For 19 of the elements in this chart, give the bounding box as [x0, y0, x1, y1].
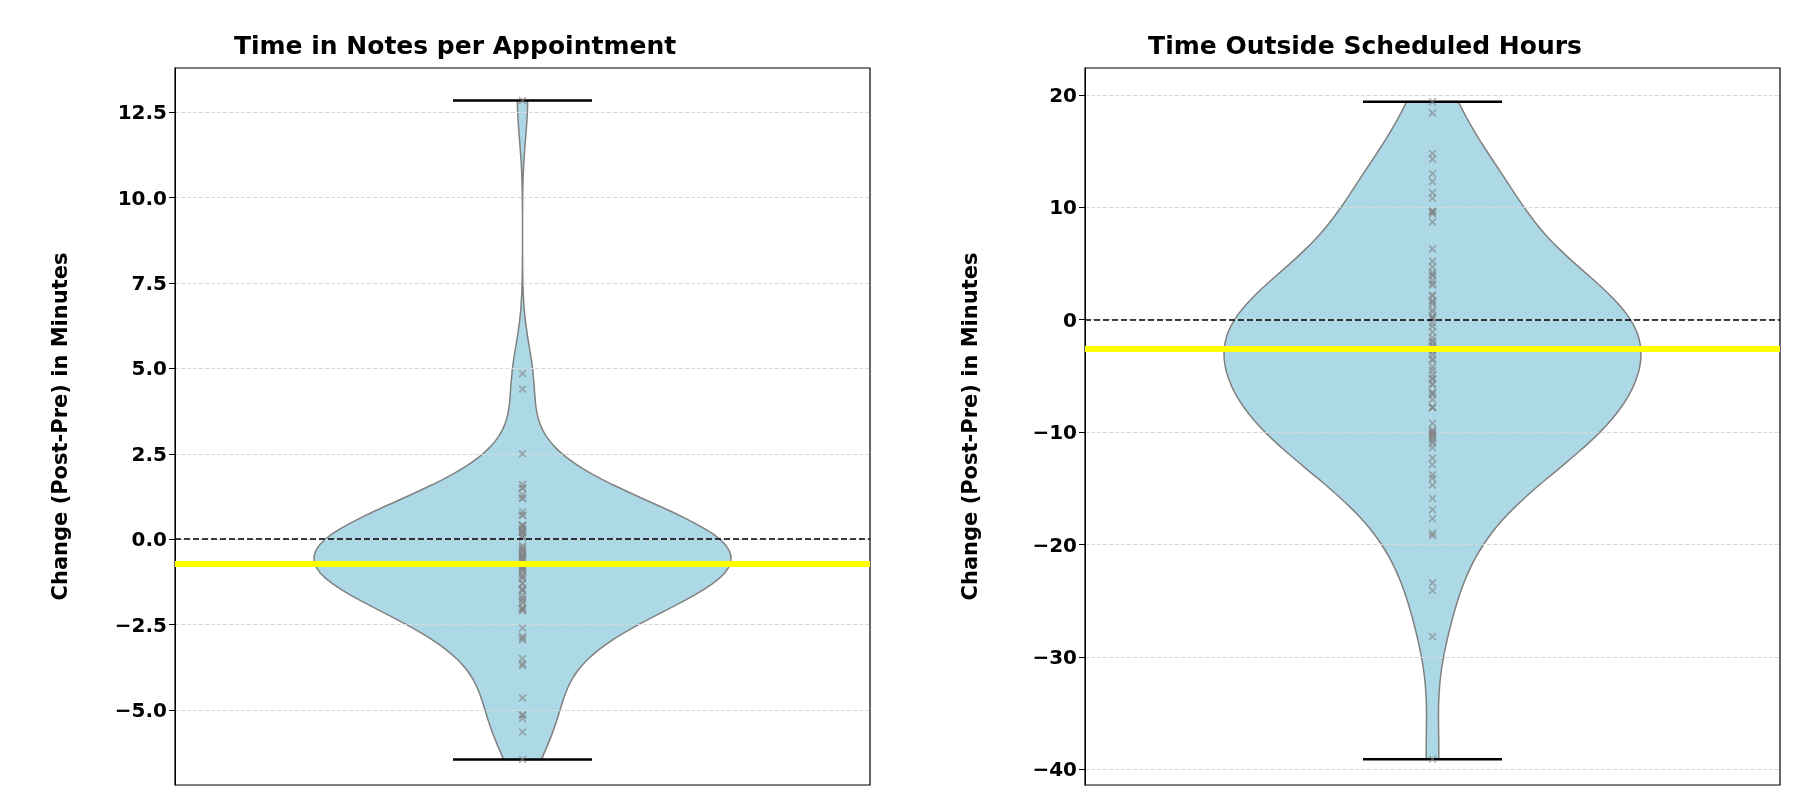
y-tick-label: 10.0 — [117, 185, 167, 210]
y-tick-label: −30 — [1032, 644, 1077, 669]
y-tick-label: 0.0 — [131, 527, 167, 552]
y-tick-label: −40 — [1032, 757, 1077, 782]
y-axis-title: Change (Post-Pre) in Minutes — [957, 252, 982, 601]
y-tick-label: 10 — [1049, 195, 1077, 220]
y-axis-title: Change (Post-Pre) in Minutes — [47, 252, 72, 601]
y-tick-label: 12.5 — [117, 100, 167, 125]
y-tick-label: 5.0 — [131, 356, 167, 381]
y-tick-label: −10 — [1032, 420, 1077, 445]
y-tick-label: 20 — [1049, 82, 1077, 107]
y-tick-label: −2.5 — [114, 612, 167, 637]
y-tick-label: 0 — [1063, 307, 1077, 332]
chart-title: Time in Notes per Appointment — [233, 31, 677, 60]
y-tick-label: 7.5 — [131, 271, 167, 296]
y-tick-label: −20 — [1032, 532, 1077, 557]
y-tick-label: 2.5 — [131, 441, 167, 466]
y-tick-label: −5.0 — [114, 697, 167, 722]
chart-title: Time Outside Scheduled Hours — [1148, 31, 1582, 60]
